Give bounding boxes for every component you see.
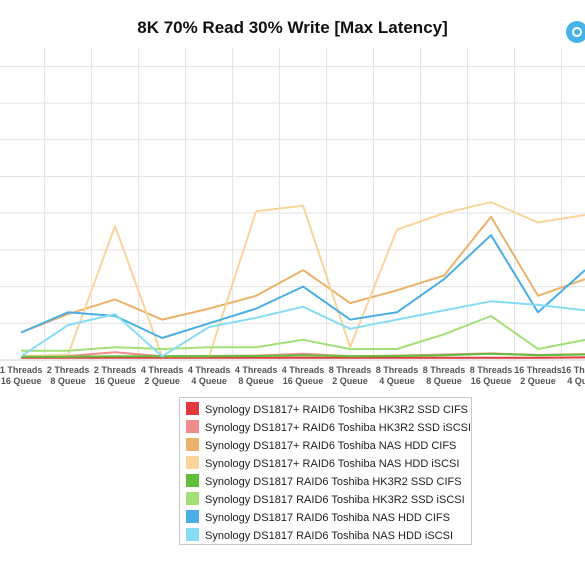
legend-swatch [186,528,199,541]
series-line-8[interactable] [20,300,585,358]
legend-swatch [186,510,199,523]
legend-label: Synology DS1817 RAID6 Toshiba NAS HDD CI… [205,512,450,524]
series-line-7[interactable] [20,234,585,339]
legend-swatch [186,438,199,451]
legend-swatch [186,492,199,505]
legend: Synology DS1817+ RAID6 Toshiba HK3R2 SSD… [179,397,472,545]
x-tick-label: 8 Threads 2 Queue [329,365,372,386]
x-tick-label: 8 Threads 8 Queue [423,365,466,386]
legend-item[interactable]: Synology DS1817 RAID6 Toshiba HK3R2 SSD … [186,492,465,508]
x-tick-label: 2 Threads 16 Queue [94,365,137,386]
series-line-3[interactable] [20,215,585,334]
legend-swatch [186,420,199,433]
x-tick-label: 2 Threads 8 Queue [47,365,90,386]
legend-swatch [186,402,199,415]
legend-item[interactable]: Synology DS1817 RAID6 Toshiba NAS HDD iS… [186,528,453,544]
legend-item[interactable]: Synology DS1817+ RAID6 Toshiba HK3R2 SSD… [186,420,471,436]
legend-label: Synology DS1817+ RAID6 Toshiba HK3R2 SSD… [205,404,469,416]
series-line-6[interactable] [21,315,585,352]
legend-label: Synology DS1817 RAID6 Toshiba HK3R2 SSD … [205,476,462,488]
legend-label: Synology DS1817 RAID6 Toshiba HK3R2 SSD … [205,494,465,506]
legend-item[interactable]: Synology DS1817 RAID6 Toshiba NAS HDD CI… [186,510,450,526]
x-tick-label: 1 Threads 16 Queue [0,365,42,386]
x-tick-label: 4 Threads 16 Queue [282,365,325,386]
info-icon[interactable] [566,21,585,43]
chart-title: 8K 70% Read 30% Write [Max Latency] [137,18,448,37]
legend-item[interactable]: Synology DS1817+ RAID6 Toshiba NAS HDD C… [186,438,456,454]
legend-item[interactable]: Synology DS1817 RAID6 Toshiba HK3R2 SSD … [186,474,462,490]
legend-label: Synology DS1817 RAID6 Toshiba NAS HDD iS… [205,530,454,542]
series-lines [20,201,585,359]
x-tick-label: 4 Threads 2 Queue [141,365,184,386]
legend-label: Synology DS1817+ RAID6 Toshiba NAS HDD C… [205,440,457,452]
legend-item[interactable]: Synology DS1817+ RAID6 Toshiba NAS HDD i… [186,456,459,472]
x-tick-label: 16 Threads 2 Queue [514,365,562,386]
legend-label: Synology DS1817+ RAID6 Toshiba NAS HDD i… [205,458,460,470]
legend-label: Synology DS1817+ RAID6 Toshiba HK3R2 SSD… [205,422,472,434]
x-tick-label: 8 Threads 16 Queue [470,365,513,386]
grid-lines [0,48,585,361]
x-tick-label: 8 Threads 4 Queue [376,365,419,386]
legend-swatch [186,456,199,469]
x-tick-label: 4 Threads 8 Queue [235,365,278,386]
legend-item[interactable]: Synology DS1817+ RAID6 Toshiba HK3R2 SSD… [186,402,468,418]
series-line-5[interactable] [21,352,585,358]
legend-swatch [186,474,199,487]
series-line-4[interactable] [21,201,585,358]
x-tick-label: 4 Threads 4 Queue [188,365,231,386]
